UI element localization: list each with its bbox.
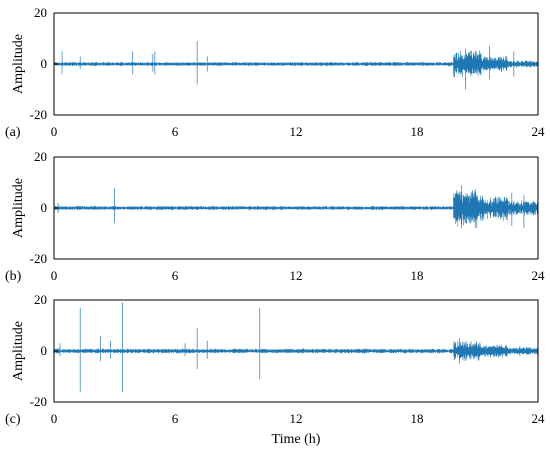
panel-b: Amplitude 20 0 -20 0 6 12 18 24 (b) [5, 149, 545, 284]
panel-a-xtick-0-label: 0 [51, 124, 58, 139]
panel-c-trace [53, 341, 539, 362]
panel-c-xtick-18-label: 18 [411, 411, 424, 426]
panel-a-xtick-24-label: 24 [532, 124, 546, 139]
panel-c-xtick-0-label: 0 [51, 411, 58, 426]
panel-c-xtick-24-label: 24 [532, 411, 546, 426]
panel-c-ylabel: Amplitude [11, 321, 26, 381]
panel-b-xtick-12-label: 12 [290, 268, 303, 283]
panel-c-ytick-0-label: 0 [41, 343, 48, 358]
x-axis-title: Time (h) [272, 432, 321, 447]
panel-c-signal [53, 302, 539, 392]
panel-c-ytick-neg20-label: -20 [30, 394, 47, 409]
panel-a-label: (a) [5, 125, 21, 140]
panel-b-ylabel: Amplitude [11, 178, 26, 238]
panel-b-ytick-20-label: 20 [34, 149, 47, 164]
panel-a-ytick-neg20-label: -20 [30, 107, 47, 122]
panel-c: Amplitude 20 0 -20 0 6 12 18 24 (c) Time… [5, 292, 545, 447]
panel-c-ytick-20-label: 20 [34, 292, 47, 307]
panel-c-xtick-12-label: 12 [290, 411, 303, 426]
panel-a: Amplitude 20 0 -20 0 6 12 18 24 (a) [5, 5, 545, 140]
panel-b-trace [53, 189, 539, 228]
panel-b-signal [53, 185, 539, 229]
panel-c-xtick-6-label: 6 [172, 411, 179, 426]
panel-a-signal [53, 41, 539, 90]
panel-c-label: (c) [5, 412, 21, 427]
panel-a-xtick-6-label: 6 [172, 124, 179, 139]
panel-b-label: (b) [5, 269, 22, 284]
panel-c-xticks: 0 6 12 18 24 [51, 411, 545, 426]
panel-b-xticks: 0 6 12 18 24 [51, 268, 545, 283]
panel-a-xtick-12-label: 12 [290, 124, 303, 139]
panel-a-ytick-20-label: 20 [34, 5, 47, 20]
panel-a-ytick-0-label: 0 [41, 56, 48, 71]
panel-b-xtick-6-label: 6 [172, 268, 179, 283]
panel-a-ylabel: Amplitude [11, 34, 26, 94]
panel-b-xtick-24-label: 24 [532, 268, 546, 283]
panel-b-xtick-18-label: 18 [411, 268, 424, 283]
panel-b-xtick-0-label: 0 [51, 268, 58, 283]
panel-b-yticks: 20 0 -20 [30, 149, 58, 266]
panel-a-xtick-18-label: 18 [411, 124, 424, 139]
panel-a-xticks: 0 6 12 18 24 [51, 124, 545, 139]
panel-b-ytick-neg20-label: -20 [30, 251, 47, 266]
panel-b-ytick-0-label: 0 [41, 200, 48, 215]
panel-a-yticks: 20 0 -20 [30, 5, 58, 122]
panel-c-yticks: 20 0 -20 [30, 292, 58, 409]
